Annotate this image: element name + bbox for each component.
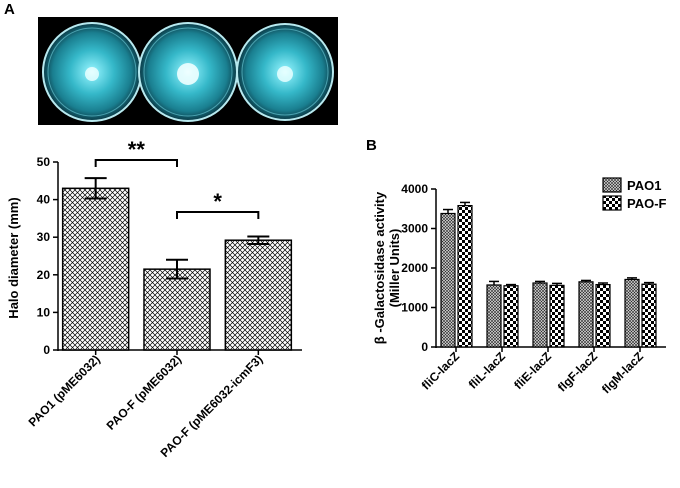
chart-a-bar bbox=[143, 268, 211, 351]
chart-a: Halo diameter (mm) 0 10 20 30 40 50 PAO1 (pME6… bbox=[6, 137, 302, 460]
chart-b-ytick-label: 2000 bbox=[401, 261, 428, 275]
chart-b-legend-swatch bbox=[602, 177, 622, 193]
chart-b-bar-pao1 bbox=[440, 212, 456, 348]
panel-a-letter: A bbox=[4, 1, 15, 18]
chart-b-xtick-label: fliL-lacZ bbox=[466, 349, 508, 391]
petri-dish-photo bbox=[38, 17, 338, 125]
chart-b-bar-pao-f bbox=[641, 283, 657, 348]
chart-b-bar-pao-f bbox=[595, 283, 611, 348]
chart-a-significance-label: * bbox=[213, 189, 222, 214]
chart-b-legend-label: PAO-F bbox=[627, 196, 667, 211]
panel-b-letter: B bbox=[366, 137, 377, 154]
chart-a-ytick-label: 0 bbox=[43, 343, 50, 357]
chart-b-ytick-label: 3000 bbox=[401, 222, 428, 236]
petri-plate-1 bbox=[42, 22, 142, 122]
chart-a-ytick-label: 50 bbox=[37, 155, 51, 169]
chart-b-bar-pao-f bbox=[457, 204, 473, 348]
chart-b-xtick-label: fliE-lacZ bbox=[511, 349, 554, 392]
chart-b-bar-pao-f bbox=[503, 285, 519, 348]
chart-a-xtick-label: PAO-F (pME6032) bbox=[104, 352, 184, 432]
chart-a-ytick-label: 20 bbox=[37, 268, 51, 282]
chart-b-bar-pao1 bbox=[532, 282, 548, 348]
chart-b-bar-pao1 bbox=[578, 281, 594, 348]
chart-a-bar bbox=[61, 187, 130, 351]
chart-a-significance-label: ** bbox=[128, 137, 146, 162]
chart-a-xtick-label: PAO1 (pME6032) bbox=[26, 352, 103, 429]
chart-a-ytick-label: 30 bbox=[37, 230, 51, 244]
chart-b-xtick-label: flgF-lacZ bbox=[555, 349, 600, 394]
chart-b-ytick-label: 4000 bbox=[401, 182, 428, 196]
chart-a-ylabel: Halo diameter (mm) bbox=[6, 197, 21, 318]
chart-a-bar bbox=[224, 239, 293, 351]
chart-a-ytick-label: 40 bbox=[37, 193, 51, 207]
chart-b-bar-pao-f bbox=[549, 284, 565, 348]
chart-b-bar-pao1 bbox=[624, 278, 640, 348]
chart-b-xtick-label: fliC-lacZ bbox=[419, 349, 462, 392]
chart-b-legend-label: PAO1 bbox=[627, 178, 661, 193]
chart-b-bar-pao1 bbox=[486, 284, 502, 348]
chart-b: β -Galactosidase activity(Miller Units) 0… bbox=[372, 177, 667, 396]
petri-plate-2 bbox=[138, 22, 238, 122]
chart-b-legend-swatch bbox=[602, 195, 622, 211]
chart-b-ylabel: β -Galactosidase activity(Miller Units) bbox=[372, 191, 402, 344]
chart-a-significance-bracket bbox=[176, 211, 260, 219]
chart-b-ytick-label: 0 bbox=[421, 340, 428, 354]
chart-b-xtick-label: flgM-lacZ bbox=[599, 349, 646, 396]
chart-b-ytick-label: 1000 bbox=[401, 301, 428, 315]
petri-plate-3 bbox=[236, 23, 334, 121]
chart-a-ytick-label: 10 bbox=[37, 305, 51, 319]
chart-a-significance-bracket bbox=[94, 159, 178, 167]
